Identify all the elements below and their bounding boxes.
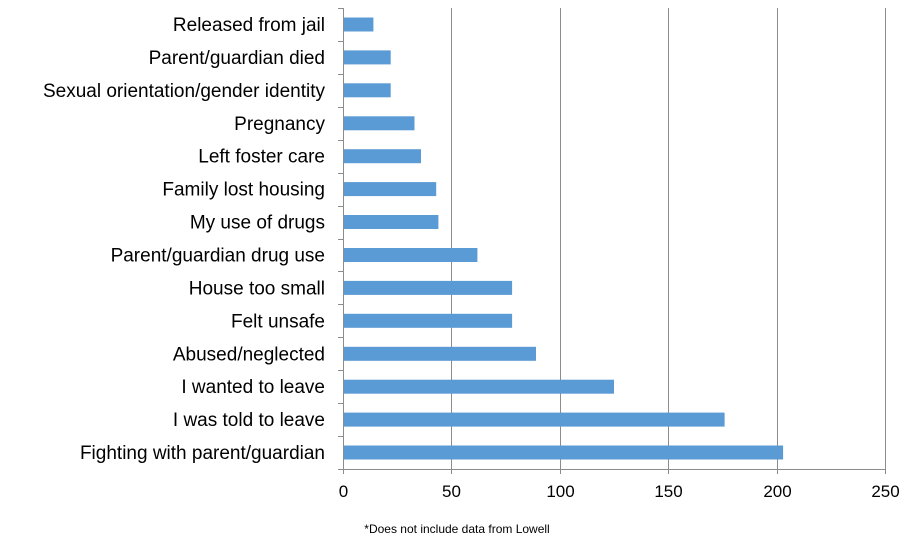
x-tick-label-250: 250 bbox=[871, 482, 899, 501]
footnote: *Does not include data from Lowell bbox=[364, 522, 550, 536]
x-tick-label-100: 100 bbox=[546, 482, 574, 501]
bar-i-wanted-to-leave bbox=[343, 379, 614, 394]
bar-family-lost-housing bbox=[343, 182, 437, 197]
bar-sexual-orientation-gender-identity bbox=[343, 83, 391, 98]
category-label: Parent/guardian drug use bbox=[111, 246, 325, 267]
category-labels: Released from jail Parent/guardian died Se… bbox=[43, 15, 326, 464]
x-tick-label-200: 200 bbox=[763, 482, 791, 501]
category-label: Released from jail bbox=[173, 15, 325, 36]
category-label: Felt unsafe bbox=[231, 311, 325, 332]
bar-felt-unsafe bbox=[343, 313, 513, 328]
category-label: I was told to leave bbox=[173, 410, 325, 431]
category-label: Pregnancy bbox=[234, 114, 325, 135]
bar-abused-neglected bbox=[343, 346, 536, 361]
gridlines bbox=[451, 8, 886, 469]
bars bbox=[343, 17, 784, 460]
category-label: House too small bbox=[189, 278, 325, 299]
axes bbox=[338, 8, 886, 474]
bar-my-use-of-drugs bbox=[343, 215, 439, 229]
x-tick-label-50: 50 bbox=[442, 482, 461, 501]
bar-i-was-told-to-leave bbox=[343, 412, 725, 427]
category-label: Sexual orientation/gender identity bbox=[43, 81, 326, 102]
x-tick-labels: 0 50 100 150 200 250 bbox=[339, 482, 900, 501]
bar-fighting-with-parent-guardian bbox=[343, 445, 784, 460]
category-label: Abused/neglected bbox=[173, 344, 325, 365]
category-label: Left foster care bbox=[198, 147, 325, 168]
bar-released-from-jail bbox=[343, 17, 374, 32]
category-label: Fighting with parent/guardian bbox=[80, 443, 325, 464]
x-tick-label-150: 150 bbox=[654, 482, 682, 501]
bar-parent-guardian-died bbox=[343, 50, 391, 65]
bar-left-foster-care bbox=[343, 149, 421, 164]
bar-parent-guardian-drug-use bbox=[343, 248, 478, 262]
category-label: Family lost housing bbox=[162, 180, 325, 201]
bar-pregnancy bbox=[343, 116, 415, 131]
chart-svg: Released from jail Parent/guardian died Se… bbox=[43, 8, 900, 501]
category-label: I wanted to leave bbox=[181, 377, 325, 398]
category-label: Parent/guardian died bbox=[149, 48, 325, 69]
x-tick-label-0: 0 bbox=[339, 482, 348, 501]
bar-house-too-small bbox=[343, 280, 513, 295]
category-label: My use of drugs bbox=[190, 213, 325, 234]
